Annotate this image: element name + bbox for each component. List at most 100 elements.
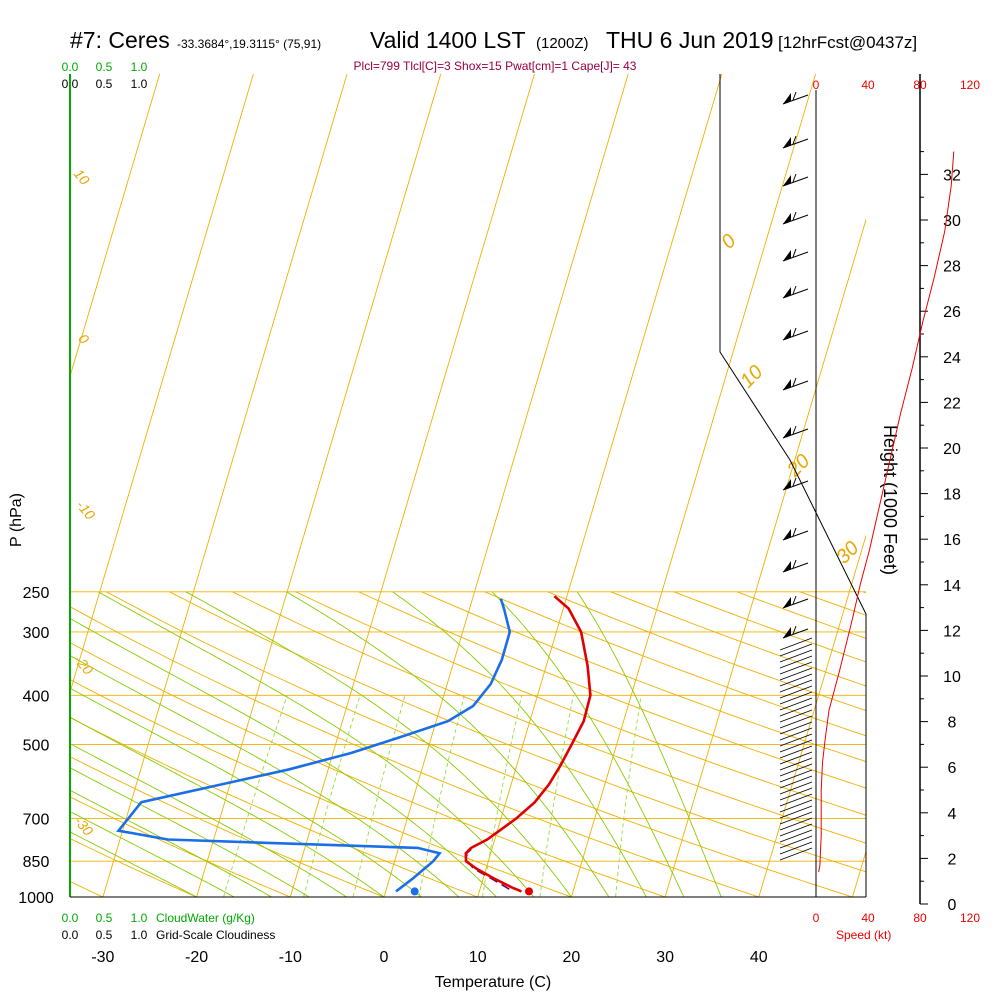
y-tick-label: 1000: [18, 890, 54, 907]
wind-barb-pennant: [783, 287, 791, 298]
cloud-bottom-green-1: 0.5: [96, 911, 113, 925]
moist-adiabat: [185, 591, 572, 897]
x-tick-label: 0: [380, 949, 389, 966]
y-tick-label: 400: [23, 688, 50, 705]
dry-adiabat: [70, 642, 666, 897]
isotherm-label: 10: [71, 166, 93, 188]
isotherm-line: [383, 74, 629, 897]
wind-barb-feather: [792, 91, 797, 101]
wind-barb-feather: [792, 477, 797, 487]
wind-barb-pennant: [783, 561, 791, 572]
wind-barb-low: [779, 685, 813, 699]
cloud-bottom-green-2: 1.0: [131, 911, 148, 925]
moist-adiabat: [286, 591, 610, 897]
wind-barb-staff: [782, 138, 809, 149]
wind-barb-low: [779, 817, 813, 831]
height-tick-label: 2: [948, 851, 957, 868]
dry-adiabat: [70, 679, 572, 897]
wind-barb-feather: [792, 559, 797, 569]
wind-barb-low: [779, 805, 813, 819]
x-tick-label: -20: [185, 949, 208, 966]
cloud-top-green-1: 0.5: [96, 60, 113, 74]
height-tick-label: 26: [943, 304, 961, 321]
zulu-time: (1200Z): [536, 35, 589, 52]
chart-frame: [69, 74, 867, 898]
dry-adiabat: [70, 838, 197, 897]
mixing-ratio-label: 8: [479, 899, 497, 915]
y-axis-title: P (hPa): [8, 493, 25, 547]
isotherm-line: [758, 534, 866, 897]
moist-adiabat: [70, 716, 385, 897]
y-tick-label: 500: [23, 737, 50, 754]
wind-barb-low: [779, 751, 813, 765]
speed-axis-label: Speed (kt): [836, 928, 891, 942]
wind-barb-pennant: [783, 329, 791, 340]
speed-bottom-3: 120: [960, 911, 980, 925]
x-tick-label: 30: [656, 949, 674, 966]
x-axis-title: Temperature (C): [435, 974, 551, 991]
axis-ticks: -30 -20 -10 0 10 20 30 40 250 300 400 500 700 850 1000: [18, 585, 768, 966]
mixing-ratio-label: 3: [351, 901, 369, 917]
wind-barb-staff: [782, 330, 809, 341]
cloud-water-label: CloudWater (g/Kg): [156, 911, 255, 925]
height-tick-label: 20: [943, 441, 961, 458]
wind-barb-low: [779, 661, 813, 675]
isotherm-line: [289, 74, 535, 897]
wind-barb-low: [779, 793, 813, 807]
wind-barb-low: [779, 739, 813, 753]
height-tick-label: 22: [943, 395, 961, 412]
wind-barb-low: [779, 697, 813, 711]
moist-adiabat: [576, 591, 722, 897]
speed-top-0: 0: [813, 78, 820, 92]
wind-barb-staff: [782, 480, 809, 491]
height-tick-label: 18: [943, 487, 961, 504]
wind-barb-low: [779, 679, 813, 693]
wind-barb-pennant: [783, 250, 791, 261]
dry-adiabat: [926, 592, 1000, 897]
wind-barb-feather: [792, 425, 797, 435]
wind-barb-staff: [782, 94, 809, 105]
cloud-bottom-black-1: 0.5: [96, 928, 113, 942]
isotherm-line: [570, 74, 816, 897]
dry-adiabat: [169, 591, 866, 873]
wind-barb-feather: [792, 625, 797, 635]
isotherm-label: -10: [73, 497, 98, 523]
wind-barb-low: [779, 733, 813, 747]
surface-temperature-dot: [525, 887, 534, 896]
wind-barb-feather: [792, 327, 797, 337]
plot-boundary: [719, 74, 867, 897]
moist-adiabat: [70, 687, 422, 897]
wind-barb-pennant: [783, 597, 791, 608]
speed-bottom-0: 0: [813, 911, 820, 925]
dry-adiabat: [70, 606, 759, 897]
wind-barb-feather: [792, 595, 797, 605]
height-tick-label: 14: [943, 578, 961, 595]
dry-adiabat: [70, 717, 478, 897]
wind-barb-low: [779, 835, 813, 849]
isotherm-line: [70, 74, 161, 378]
isotherm-line: [102, 74, 348, 897]
moist-adiabat: [392, 591, 647, 897]
mixing-ratio-line: [303, 695, 361, 897]
station-coords: -33.3684°,19.3115° (75,91): [177, 37, 321, 51]
wind-barb-low: [779, 643, 813, 657]
moist-adiabat: [491, 591, 685, 897]
wind-barb-low: [779, 691, 813, 705]
stability-indices: Plcl=799 Tlcl[C]=3 Shox=15 Pwat[cm]=1 Ca…: [354, 59, 637, 73]
mixing-ratio-line: [615, 695, 642, 897]
cloud-top-green-2: 1.0: [131, 60, 148, 74]
wind-barb-low: [779, 757, 813, 771]
isotherm-line: [70, 74, 254, 694]
wind-barb-low: [779, 775, 813, 789]
mixing-ratio-line: [223, 695, 288, 897]
mixing-ratio-label: 2: [301, 901, 319, 918]
moist-adiabat: [70, 811, 235, 897]
x-tick-label: 10: [469, 949, 487, 966]
y-tick-label: 250: [23, 585, 50, 602]
wind-barb-staff: [782, 176, 809, 187]
surface-dewpoint-dot: [410, 887, 419, 896]
dry-adiabat: [106, 591, 853, 897]
dry-adiabat: [421, 591, 866, 763]
